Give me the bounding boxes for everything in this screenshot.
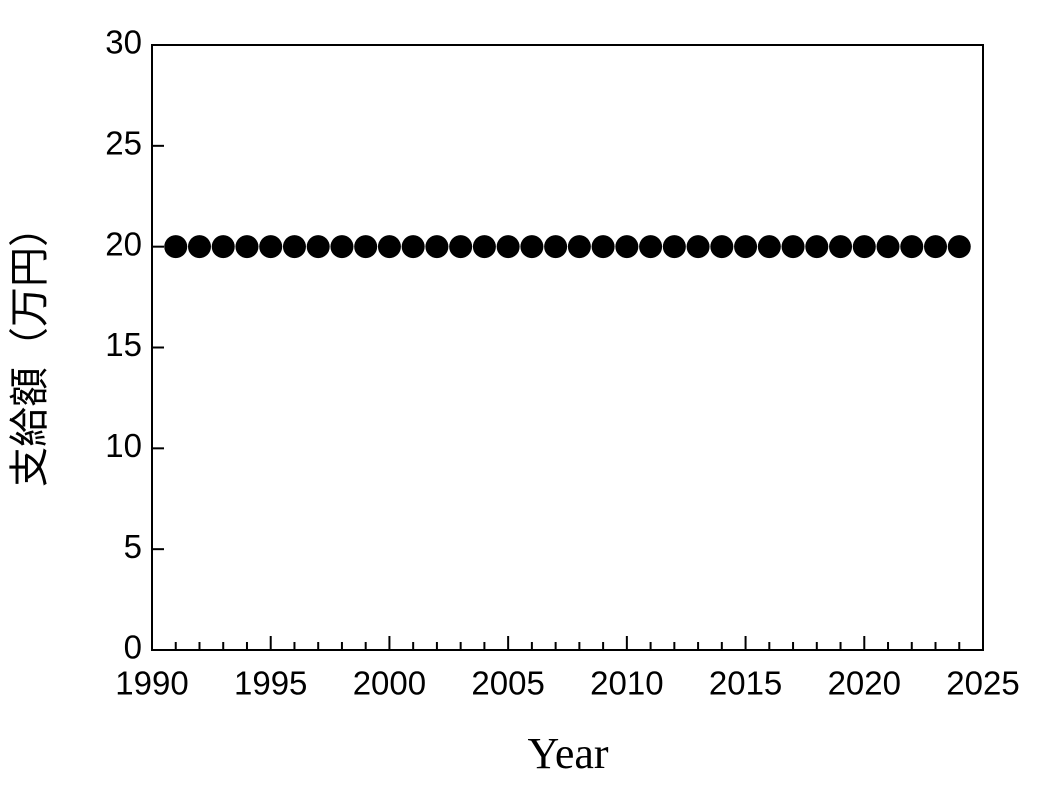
point	[544, 235, 568, 259]
point	[164, 235, 188, 259]
x-tick-label: 1990	[115, 665, 188, 702]
x-tick-label: 2005	[471, 665, 544, 702]
point	[520, 235, 544, 259]
point	[710, 235, 734, 259]
point	[947, 235, 971, 259]
point	[330, 235, 354, 259]
point	[829, 235, 853, 259]
point	[449, 235, 473, 259]
point	[354, 235, 378, 259]
y-tick-label: 0	[124, 629, 142, 666]
y-axis-label: 支給額（万円）	[7, 207, 53, 487]
x-tick-label: 2000	[353, 665, 426, 702]
point	[282, 235, 306, 259]
y-tick-label: 15	[105, 326, 142, 363]
x-tick-label: 2020	[828, 665, 901, 702]
x-axis-label: Year	[527, 729, 608, 778]
y-tick-label: 5	[124, 528, 142, 565]
plot-frame	[151, 44, 984, 651]
x-tick-label: 2010	[590, 665, 663, 702]
point	[757, 235, 781, 259]
point	[259, 235, 283, 259]
point	[472, 235, 496, 259]
point	[591, 235, 615, 259]
x-tick-label: 2015	[709, 665, 782, 702]
point	[686, 235, 710, 259]
point	[401, 235, 425, 259]
y-tick-label: 10	[105, 427, 142, 464]
point	[781, 235, 805, 259]
point	[924, 235, 948, 259]
point	[425, 235, 449, 259]
x-tick-label: 1995	[234, 665, 307, 702]
point	[639, 235, 663, 259]
point	[187, 235, 211, 259]
point	[235, 235, 259, 259]
point	[615, 235, 639, 259]
point	[805, 235, 829, 259]
point	[567, 235, 591, 259]
point	[852, 235, 876, 259]
x-tick-label: 2025	[946, 665, 1019, 702]
point	[377, 235, 401, 259]
point	[734, 235, 758, 259]
point	[876, 235, 900, 259]
point	[900, 235, 924, 259]
point	[211, 235, 235, 259]
point	[662, 235, 686, 259]
y-tick-label: 25	[105, 125, 142, 162]
point	[496, 235, 520, 259]
point	[306, 235, 330, 259]
y-tick-label: 30	[105, 24, 142, 61]
y-tick-label: 20	[105, 225, 142, 262]
